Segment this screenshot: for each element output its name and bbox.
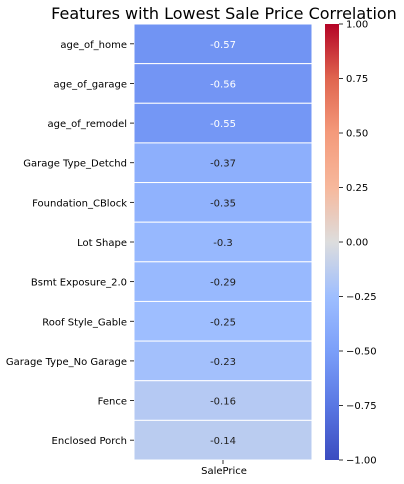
colorbar-tick-label: 0.25 <box>346 183 368 194</box>
cell-value-label: -0.14 <box>210 436 236 447</box>
colorbar-tick-label: 0.75 <box>346 74 368 85</box>
cell-value-label: -0.16 <box>210 397 236 408</box>
cell-value-label: -0.56 <box>210 79 236 90</box>
colorbar-tick-label: −0.25 <box>346 292 377 303</box>
row-labels: age_of_home age_of_garage age_of_remodel Ga… <box>6 40 134 447</box>
colorbar-tick-label: 0.50 <box>346 129 368 140</box>
row-label: age_of_garage <box>54 79 127 90</box>
heatmap-cells: -0.57 -0.56 -0.55 -0.37 -0.35 -0.3 -0.29 -0.25 -… <box>133 23 313 464</box>
row-label: Enclosed Porch <box>52 436 127 447</box>
cell-value-label: -0.35 <box>210 198 236 209</box>
colorbar-tick-label: −0.75 <box>346 401 377 412</box>
row-label: age_of_home <box>60 40 127 51</box>
cell-value-label: -0.3 <box>213 238 233 249</box>
colorbar-ticks: 1.00 0.75 0.50 0.25 0.00 −0.25 −0.50 −0.75 −1.00 <box>339 20 377 467</box>
heatmap-cell <box>133 102 313 144</box>
cell-value-label: -0.29 <box>210 278 236 289</box>
cell-value-label: -0.25 <box>210 317 236 328</box>
row-label: age_of_remodel <box>48 119 127 130</box>
row-label: Bsmt Exposure_2.0 <box>31 278 127 289</box>
cell-value-label: -0.55 <box>210 119 236 130</box>
heatmap-cell <box>133 142 313 184</box>
colorbar <box>325 24 339 460</box>
cell-value-label: -0.57 <box>210 40 236 51</box>
heatmap-cell <box>133 63 313 104</box>
colorbar-tick-label: −0.50 <box>346 347 377 358</box>
heatmap-cell <box>133 380 313 421</box>
cell-value-label: -0.37 <box>210 159 236 170</box>
row-label: Garage Type_No Garage <box>6 357 127 368</box>
heatmap-cell <box>133 23 313 65</box>
row-label: Lot Shape <box>77 238 127 249</box>
row-label: Foundation_CBlock <box>32 198 127 209</box>
row-label: Roof Style_Gable <box>42 317 127 328</box>
row-label: Fence <box>98 397 127 408</box>
colorbar-tick-label: 1.00 <box>346 20 368 31</box>
column-label-saleprice: SalePrice <box>201 466 247 477</box>
colorbar-tick-label: −1.00 <box>346 456 377 467</box>
colorbar-tick-label: 0.00 <box>346 238 368 249</box>
row-label: Garage Type_Detchd <box>23 159 127 170</box>
cell-value-label: -0.23 <box>210 357 236 368</box>
chart-title: Features with Lowest Sale Price Correlat… <box>51 4 397 23</box>
heatmap-cell <box>133 419 313 461</box>
